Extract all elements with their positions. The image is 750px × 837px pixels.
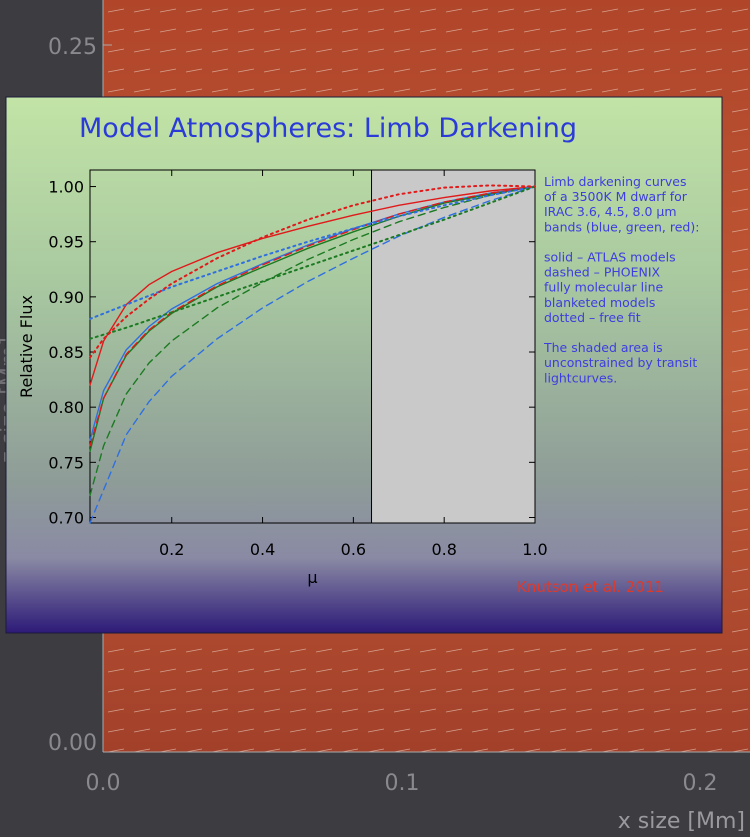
shaded-region — [371, 170, 535, 523]
x-tick-label: 0.6 — [341, 540, 366, 559]
series-lines — [89, 184, 536, 524]
y-tick-label: 0.85 — [48, 343, 84, 362]
background-y-tick: 0.00 — [48, 731, 97, 756]
series-line-green-dotted — [89, 185, 536, 340]
background-x-tick: 0.1 — [385, 771, 420, 796]
note-line: fully molecular line — [544, 280, 664, 295]
note-line: lightcurves. — [544, 370, 617, 385]
y-tick-label: 0.70 — [48, 508, 84, 527]
y-tick-label: 0.75 — [48, 453, 84, 472]
note-line: bands (blue, green, red): — [544, 219, 699, 234]
slide-title: Model Atmospheres: Limb Darkening — [79, 113, 577, 144]
series-line-red-dotted — [89, 184, 536, 359]
limb-darkening-chart: 0.2 0.4 0.6 0.8 1.0 0.70 0.75 0.80 0.85 0.90 0.95… — [17, 169, 548, 587]
note-line: IRAC 3.6, 4.5, 8.0 µm — [544, 204, 677, 219]
credit-citation: Knutson et al. 2011 — [517, 578, 664, 596]
note-line: dashed – PHOENIX — [544, 265, 661, 280]
note-line: unconstrained by transit — [544, 355, 697, 370]
series-line-blue-dotted — [89, 185, 536, 320]
y-axis-label: Relative Flux — [17, 295, 36, 398]
series-line-red-solid — [89, 185, 536, 386]
x-tick-label: 0.8 — [431, 540, 456, 559]
y-tick-label: 0.90 — [48, 288, 84, 307]
y-tick-label: 1.00 — [48, 178, 84, 197]
x-tick-label: 1.0 — [522, 540, 547, 559]
series-line-red-dashed — [89, 185, 536, 447]
x-tick-label: 0.4 — [250, 540, 275, 559]
background-y-tick: 0.25 — [48, 35, 97, 60]
note-line: blanketed models — [544, 295, 655, 310]
note-line: dotted – free fit — [544, 310, 641, 325]
note-line: Limb darkening curves — [544, 174, 687, 189]
slide-panel: Model Atmospheres: Limb Darkening 0.2 0.4… — [5, 96, 723, 634]
series-line-green-dashed — [89, 185, 536, 497]
background-x-tick: 0.0 — [86, 771, 121, 796]
y-tick-label: 0.80 — [48, 398, 84, 417]
note-line: of a 3500K M dwarf for — [544, 189, 688, 204]
x-axis: 0.2 0.4 0.6 0.8 1.0 — [159, 170, 548, 559]
background-x-tick: 0.2 — [683, 771, 718, 796]
x-axis-label: μ — [307, 568, 317, 587]
x-tick-label: 0.2 — [159, 540, 184, 559]
note-line: solid – ATLAS models — [544, 250, 676, 265]
note-line: The shaded area is — [543, 340, 663, 355]
y-axis: 0.70 0.75 0.80 0.85 0.90 0.95 1.00 — [48, 178, 535, 527]
y-tick-label: 0.95 — [48, 233, 84, 252]
background-x-axis-label: x size [Mm] — [618, 809, 745, 834]
plot-frame — [89, 169, 536, 524]
series-line-blue-dashed — [89, 185, 536, 524]
